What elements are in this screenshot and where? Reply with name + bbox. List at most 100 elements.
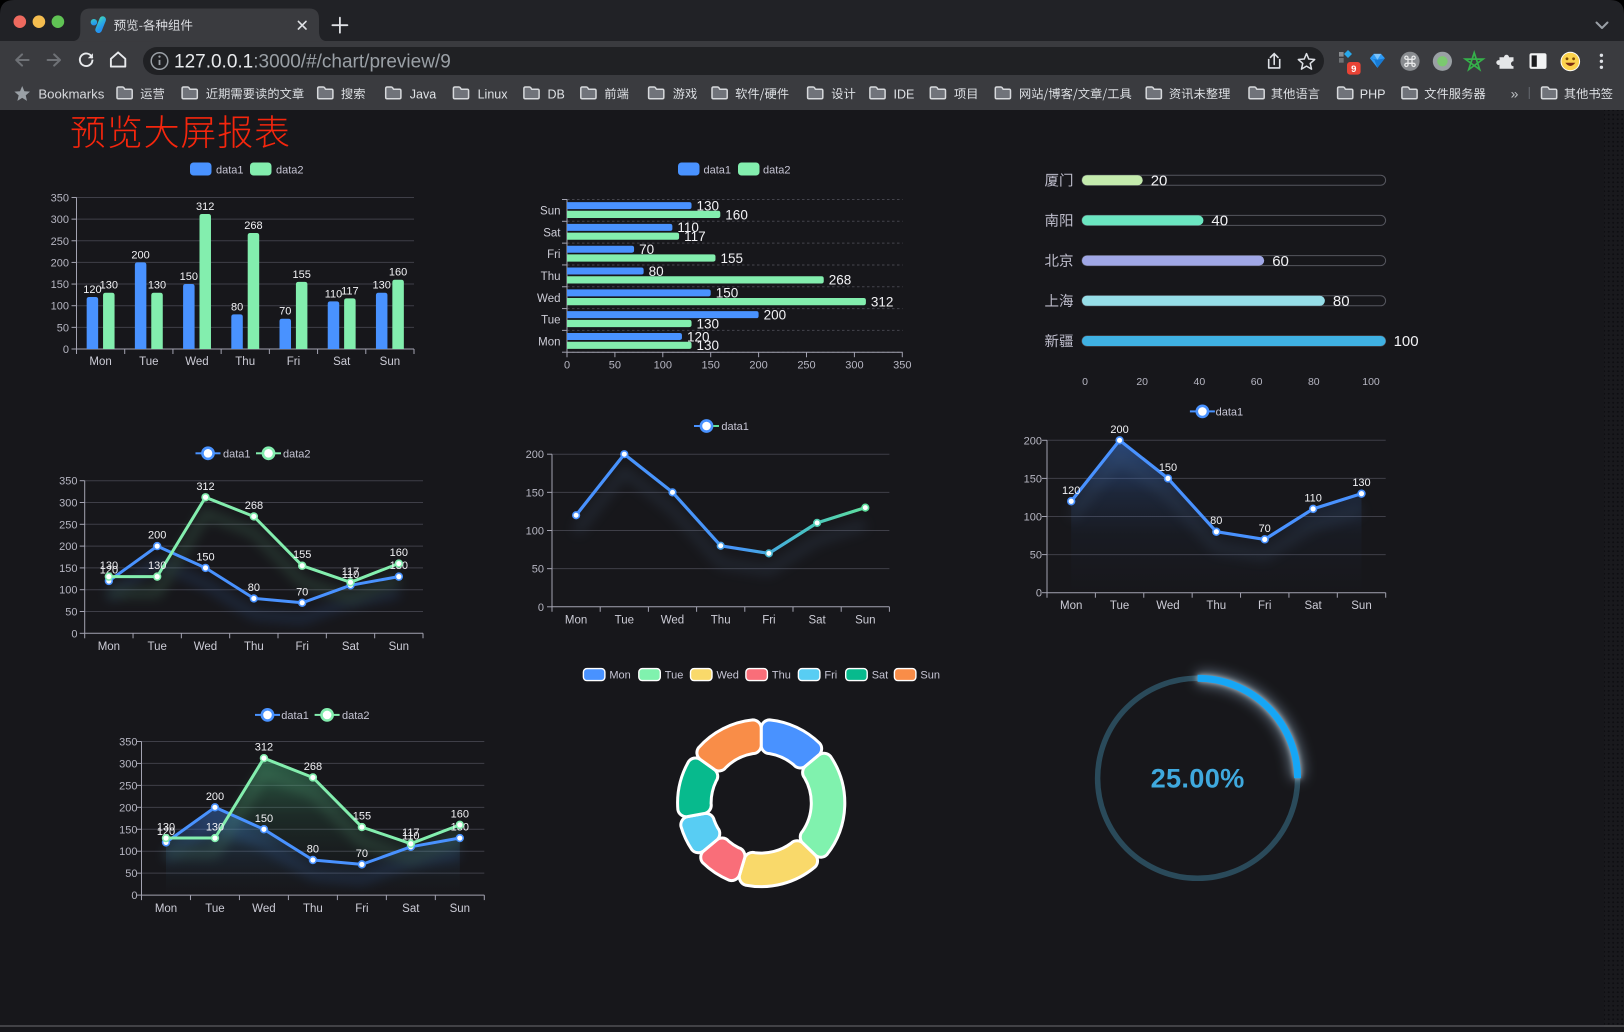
svg-text:Wed: Wed [661, 614, 684, 626]
svg-text:150: 150 [59, 563, 77, 575]
svg-text:60: 60 [1251, 376, 1263, 388]
svg-text:Tue: Tue [665, 670, 684, 682]
svg-text:80: 80 [1210, 515, 1222, 527]
svg-text:117: 117 [402, 827, 420, 839]
svg-text:70: 70 [1259, 523, 1271, 535]
svg-text:70: 70 [296, 586, 308, 598]
svg-text:Sat: Sat [402, 903, 420, 915]
svg-text:70: 70 [639, 242, 654, 257]
svg-text:50: 50 [1030, 550, 1042, 562]
svg-text:Fri: Fri [762, 614, 775, 626]
svg-text:Sat: Sat [543, 227, 561, 239]
svg-text:Fri: Fri [287, 356, 300, 368]
svg-text:117: 117 [341, 285, 359, 297]
svg-text:Sun: Sun [380, 356, 400, 368]
svg-text:150: 150 [526, 487, 544, 499]
svg-text:130: 130 [100, 560, 118, 572]
svg-text:150: 150 [255, 813, 273, 825]
svg-text:110: 110 [1304, 492, 1322, 504]
svg-text:Sat: Sat [872, 670, 889, 682]
svg-text:data2: data2 [276, 164, 304, 176]
svg-text:Sun: Sun [389, 641, 409, 653]
svg-text:100: 100 [59, 585, 77, 597]
svg-text:data2: data2 [283, 448, 311, 460]
svg-text:»: » [1511, 86, 1519, 102]
svg-text:200: 200 [1110, 424, 1128, 436]
svg-text:Fri: Fri [295, 641, 308, 653]
svg-text:0: 0 [564, 360, 570, 372]
svg-text:130: 130 [148, 280, 166, 292]
svg-text:120: 120 [83, 284, 101, 296]
svg-text:80: 80 [1308, 376, 1320, 388]
svg-text:300: 300 [59, 498, 77, 510]
svg-text:Fri: Fri [355, 903, 368, 915]
svg-text:60: 60 [1272, 253, 1289, 270]
svg-text:100: 100 [526, 526, 544, 538]
svg-text:50: 50 [65, 607, 77, 619]
svg-text:data1: data1 [704, 164, 732, 176]
svg-text:200: 200 [131, 249, 149, 261]
svg-text:Linux: Linux [478, 87, 509, 101]
svg-text:160: 160 [451, 808, 469, 820]
svg-text:200: 200 [749, 360, 767, 372]
svg-text:100: 100 [1024, 512, 1042, 524]
svg-text:Thu: Thu [541, 271, 561, 283]
svg-text:100: 100 [119, 846, 137, 858]
svg-text:data1: data1 [281, 710, 309, 722]
svg-text:200: 200 [764, 308, 787, 323]
svg-text:150: 150 [702, 360, 720, 372]
svg-text:130: 130 [148, 560, 166, 572]
svg-text:data2: data2 [342, 710, 370, 722]
svg-text:Sun: Sun [450, 903, 470, 915]
svg-text:80: 80 [1333, 293, 1350, 310]
svg-text:0: 0 [1082, 376, 1088, 388]
svg-text:350: 350 [119, 737, 137, 749]
svg-text:80: 80 [231, 301, 243, 313]
svg-text:Wed: Wed [717, 670, 739, 682]
svg-text:130: 130 [373, 280, 391, 292]
svg-text:Wed: Wed [537, 293, 560, 305]
svg-text:130: 130 [100, 280, 118, 292]
svg-text:Mon: Mon [155, 903, 177, 915]
svg-text:150: 150 [1024, 473, 1042, 485]
svg-text:Tue: Tue [1110, 600, 1129, 612]
svg-text:Thu: Thu [235, 356, 255, 368]
svg-text:100: 100 [654, 360, 672, 372]
svg-text:Java: Java [410, 87, 436, 101]
svg-text:100: 100 [1394, 333, 1419, 350]
svg-text:100: 100 [51, 301, 69, 313]
svg-text:50: 50 [532, 564, 544, 576]
svg-text:Sun: Sun [540, 206, 560, 218]
svg-text:268: 268 [245, 500, 263, 512]
svg-text:200: 200 [1024, 435, 1042, 447]
svg-text:130: 130 [157, 822, 175, 834]
svg-text:110: 110 [402, 830, 420, 842]
svg-text:250: 250 [797, 360, 815, 372]
svg-text:Wed: Wed [185, 356, 208, 368]
svg-text:Thu: Thu [711, 614, 731, 626]
svg-text:110: 110 [325, 288, 343, 300]
svg-text:data1: data1 [1216, 406, 1244, 418]
svg-text:300: 300 [119, 758, 137, 770]
svg-text:300: 300 [51, 214, 69, 226]
svg-text:Wed: Wed [252, 903, 275, 915]
svg-text:0: 0 [131, 890, 137, 902]
svg-text:200: 200 [59, 541, 77, 553]
svg-text:268: 268 [244, 220, 262, 232]
svg-text:50: 50 [57, 322, 69, 334]
svg-text:268: 268 [304, 761, 322, 773]
svg-text:200: 200 [51, 257, 69, 269]
svg-text:200: 200 [148, 530, 166, 542]
svg-text:155: 155 [293, 269, 311, 281]
svg-text:Tue: Tue [615, 614, 634, 626]
svg-text:0: 0 [63, 344, 69, 356]
svg-text:Thu: Thu [303, 903, 323, 915]
svg-text:117: 117 [684, 229, 706, 244]
svg-text:100: 100 [1362, 376, 1380, 388]
svg-text:Tue: Tue [205, 903, 224, 915]
svg-text:117: 117 [342, 566, 360, 578]
svg-text:155: 155 [353, 811, 371, 823]
svg-text:120: 120 [100, 565, 118, 577]
svg-text:155: 155 [293, 549, 311, 561]
svg-text:Sat: Sat [333, 356, 351, 368]
